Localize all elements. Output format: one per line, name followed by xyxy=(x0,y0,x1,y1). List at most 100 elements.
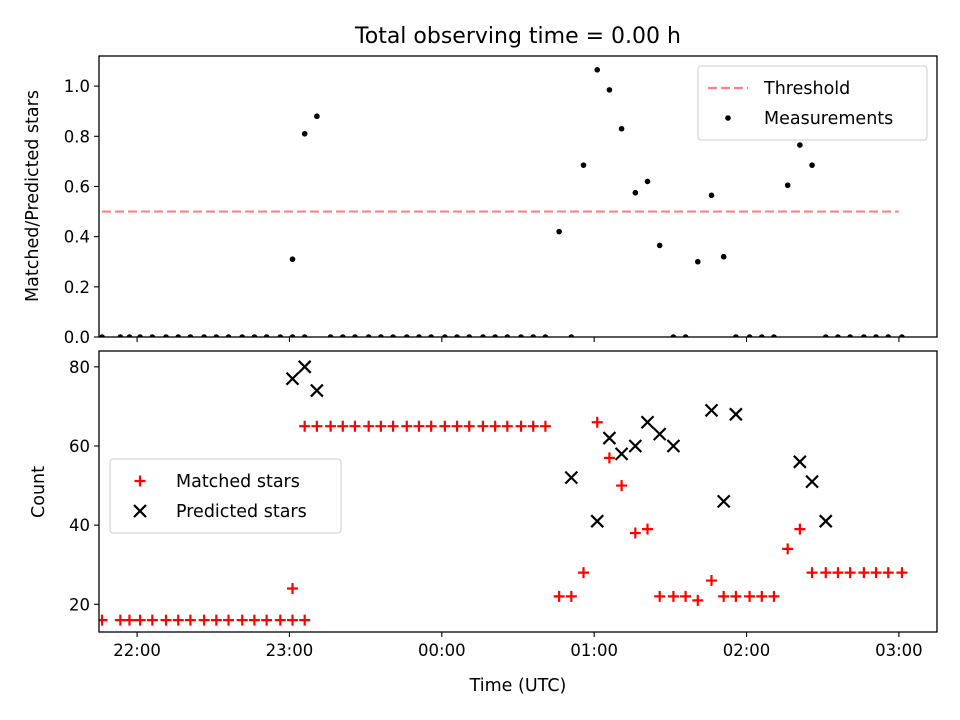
data-point xyxy=(694,258,701,265)
data-point xyxy=(163,334,169,337)
data-point xyxy=(820,567,832,579)
data-point xyxy=(706,575,718,587)
data-point xyxy=(251,334,258,337)
chart-title: Total observing time = 0.00 h xyxy=(354,24,681,49)
data-point xyxy=(261,614,273,626)
count-panel: 22:00 23:00 00:00 01:00 02:00 03:00 20 40 60 80 Ma… xyxy=(69,350,938,660)
data-point xyxy=(640,415,655,430)
data-point xyxy=(428,334,434,337)
y-tick-label: 60 xyxy=(69,437,90,456)
data-point xyxy=(594,66,601,73)
data-point xyxy=(654,590,666,602)
plot-area xyxy=(99,360,908,626)
data-point xyxy=(797,142,803,148)
data-point xyxy=(439,420,451,432)
legend-label: Matched stars xyxy=(176,472,300,492)
data-point xyxy=(667,590,679,602)
data-point xyxy=(236,614,248,626)
data-point xyxy=(175,334,182,337)
data-point xyxy=(809,162,815,168)
data-point xyxy=(861,334,867,337)
y-tick-label: 0.6 xyxy=(64,177,90,196)
data-point xyxy=(327,334,334,337)
data-point xyxy=(299,614,311,626)
data-point xyxy=(480,334,486,337)
data-point xyxy=(793,455,807,469)
data-point xyxy=(530,334,537,337)
data-point xyxy=(160,614,172,626)
data-point xyxy=(504,334,511,337)
data-point xyxy=(818,514,833,528)
y-tick-label: 0.0 xyxy=(64,328,90,347)
data-point xyxy=(213,334,220,337)
data-point xyxy=(201,334,207,337)
ratio-panel: 0.0 0.2 0.4 0.6 0.8 1.0 Threshold Measurements xyxy=(64,55,938,347)
data-point xyxy=(352,334,358,337)
data-point xyxy=(746,334,753,337)
data-point xyxy=(299,420,311,432)
data-point xyxy=(771,334,777,337)
data-point xyxy=(718,590,730,602)
data-point xyxy=(401,420,413,432)
data-point xyxy=(198,614,210,626)
data-point xyxy=(618,125,625,132)
data-point xyxy=(632,189,639,196)
series-matched-stars xyxy=(99,416,908,626)
data-point xyxy=(146,614,158,626)
data-point xyxy=(680,590,692,602)
data-point xyxy=(134,614,146,626)
data-point xyxy=(225,334,232,337)
data-point xyxy=(390,334,396,337)
data-point xyxy=(363,420,375,432)
data-point xyxy=(349,420,361,432)
y-tick-label: 1.0 xyxy=(64,77,90,96)
data-point xyxy=(873,334,879,337)
data-point xyxy=(466,334,473,337)
data-point xyxy=(337,420,349,432)
data-point xyxy=(539,420,551,432)
data-point xyxy=(117,334,124,337)
data-point xyxy=(501,420,513,432)
data-point xyxy=(806,567,818,579)
data-point xyxy=(642,523,654,535)
y-tick-label: 20 xyxy=(69,595,90,614)
y-axis-label-count: Count xyxy=(29,466,49,518)
legend-label: Threshold xyxy=(763,79,850,99)
data-point xyxy=(425,420,437,432)
y-tick-label: 0.8 xyxy=(64,127,90,146)
data-point xyxy=(794,523,806,535)
y-tick-label: 80 xyxy=(69,358,90,377)
data-point xyxy=(768,590,780,602)
data-point xyxy=(729,407,743,422)
data-point xyxy=(99,334,105,337)
data-point xyxy=(720,253,727,260)
data-point xyxy=(239,334,246,337)
data-point xyxy=(413,420,425,432)
data-point xyxy=(172,614,184,626)
data-point xyxy=(885,334,892,337)
axes-frame xyxy=(98,350,938,633)
data-point xyxy=(553,590,565,602)
legend-frame xyxy=(109,458,342,534)
data-point xyxy=(314,113,320,120)
data-point xyxy=(733,334,739,337)
data-point xyxy=(310,383,324,398)
data-point xyxy=(248,614,260,626)
data-point xyxy=(835,334,841,337)
data-point xyxy=(451,420,463,432)
data-point xyxy=(527,420,539,432)
legend-marker xyxy=(134,475,146,487)
data-point xyxy=(652,427,667,441)
data-point xyxy=(518,334,524,337)
axes-frame xyxy=(98,55,938,338)
data-point xyxy=(365,334,372,337)
data-point xyxy=(311,420,323,432)
data-point xyxy=(744,590,756,602)
data-point xyxy=(844,567,856,579)
data-point xyxy=(603,452,615,464)
data-point xyxy=(442,334,448,337)
data-point xyxy=(556,228,562,235)
data-point xyxy=(858,567,870,579)
data-point xyxy=(580,162,587,168)
legend-label: Measurements xyxy=(764,109,893,129)
